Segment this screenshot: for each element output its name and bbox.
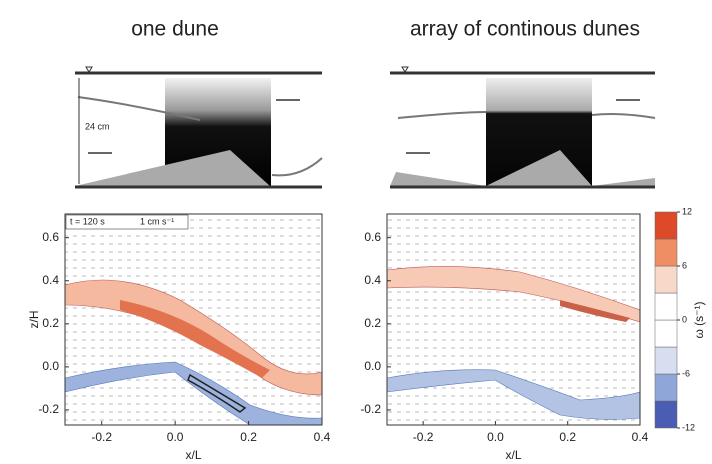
colorbar-swatch (654, 400, 678, 429)
x-tick-label: 0.4 (632, 430, 649, 444)
colorbar-tick-label: 12 (682, 206, 692, 216)
field-right (386, 214, 641, 425)
colorbar-swatch (654, 319, 678, 348)
y-tick-label: 0.2 (42, 316, 59, 330)
plot-frame (64, 213, 323, 426)
colorbar-swatch (654, 238, 678, 267)
x-axis-label: x/L (505, 448, 521, 462)
y-tick-label: 0.2 (364, 316, 381, 330)
colorbar-tick-label: 0 (682, 314, 687, 324)
colorbar-tick-label: 6 (682, 260, 687, 270)
y-tick-label: 0.4 (364, 273, 381, 287)
y-tick-label: 0.0 (42, 359, 59, 373)
x-tick-label: -0.2 (91, 430, 112, 444)
x-tick-label: 0.0 (487, 430, 504, 444)
schematic-right (390, 66, 656, 189)
schematic-left (75, 66, 323, 189)
colorbar-label: ω (s⁻¹) (692, 301, 706, 338)
y-tick-label: 0.6 (364, 230, 381, 244)
colorbar-tick-label: -6 (682, 368, 690, 378)
panel-title: array of continous dunes (410, 18, 640, 41)
colorbar-swatch (654, 265, 678, 294)
panel-title: one dune (131, 18, 219, 41)
y-tick-label: -0.2 (360, 402, 381, 416)
y-tick-label: 0.4 (42, 273, 59, 287)
field-left (64, 214, 323, 426)
colorbar-swatch (654, 211, 678, 240)
annotation: 1 cm s⁻¹ (140, 216, 174, 226)
x-tick-label: 0.2 (559, 430, 576, 444)
y-tick-label: 0.6 (42, 230, 59, 244)
colorbar-swatch (654, 292, 678, 321)
annotation: 24 cm (85, 121, 110, 131)
y-tick-label: -0.2 (38, 402, 59, 416)
y-axis-label: z/H (27, 311, 41, 329)
x-axis-label: x/L (185, 448, 201, 462)
x-tick-label: 0.0 (167, 430, 184, 444)
colorbar-swatch (654, 373, 678, 402)
plot-frame (386, 213, 641, 426)
y-tick-label: 0.0 (364, 359, 381, 373)
x-tick-label: 0.2 (240, 430, 257, 444)
colorbar-tick-label: -12 (682, 422, 695, 432)
colorbar-swatch (654, 346, 678, 375)
annotation: t = 120 s (70, 216, 105, 226)
x-tick-label: 0.4 (314, 430, 331, 444)
x-tick-label: -0.2 (413, 430, 434, 444)
